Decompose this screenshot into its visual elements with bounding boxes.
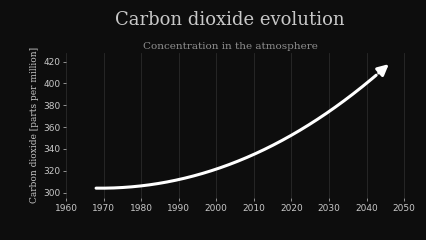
Y-axis label: Carbon dioxide [parts per million]: Carbon dioxide [parts per million] xyxy=(30,47,39,204)
Text: Carbon dioxide evolution: Carbon dioxide evolution xyxy=(115,11,345,29)
Text: Concentration in the atmosphere: Concentration in the atmosphere xyxy=(143,42,317,51)
